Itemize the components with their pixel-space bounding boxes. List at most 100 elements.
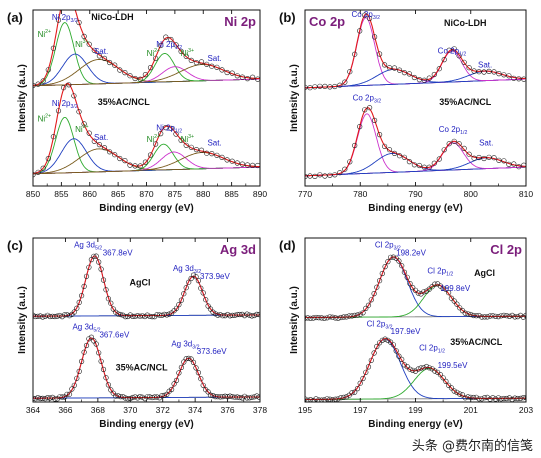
data-point	[50, 45, 57, 51]
data-point	[407, 281, 413, 287]
data-point	[382, 62, 388, 68]
data-point	[335, 315, 341, 321]
plot-frame	[304, 237, 527, 403]
x-tick-label: 203	[519, 405, 533, 415]
annotation-label: 35%AC/NCL	[450, 337, 503, 347]
data-point	[78, 293, 85, 299]
data-point	[227, 393, 233, 399]
data-point	[319, 397, 325, 402]
data-point	[198, 285, 204, 291]
data-point	[479, 396, 485, 402]
data-point	[127, 73, 133, 79]
x-tick-label: 195	[298, 405, 312, 415]
data-point	[457, 391, 463, 397]
data-point	[45, 67, 51, 73]
data-point	[173, 42, 179, 48]
data-point	[96, 142, 102, 148]
data-point	[451, 46, 457, 52]
data-point	[404, 274, 410, 280]
data-point	[396, 67, 403, 73]
data-point	[86, 41, 92, 47]
series-agcl	[305, 254, 526, 321]
data-point	[495, 395, 502, 401]
data-point	[81, 33, 87, 40]
data-point	[337, 82, 343, 88]
data-point	[222, 313, 228, 319]
data-point	[81, 349, 87, 355]
data-point	[322, 173, 328, 179]
data-point	[461, 145, 467, 151]
data-point	[122, 314, 128, 320]
data-point	[357, 380, 363, 386]
data-point	[207, 306, 214, 312]
data-point	[169, 386, 175, 393]
data-point	[204, 61, 210, 67]
data-point	[244, 395, 250, 401]
data-point	[498, 396, 504, 402]
data-point	[317, 172, 323, 178]
annotation-label: 35%AC/NCL	[98, 97, 151, 107]
data-point	[321, 315, 327, 321]
x-tick-label: 810	[519, 189, 533, 199]
annotation-label: Ni2+	[38, 114, 51, 124]
data-point	[76, 368, 82, 375]
x-tick-label: 201	[464, 405, 478, 415]
data-point	[448, 295, 455, 301]
data-point	[147, 313, 153, 319]
x-tick-label: 855	[54, 189, 68, 199]
data-point	[441, 147, 447, 153]
annotation-label: 35%AC/NCL	[439, 97, 492, 107]
data-point	[486, 154, 492, 160]
annotation-label: Ni2+	[38, 29, 51, 39]
data-point	[310, 397, 316, 402]
data-point	[144, 312, 150, 318]
data-point	[40, 395, 46, 402]
data-point	[142, 159, 148, 165]
data-point	[362, 107, 368, 113]
data-point	[132, 75, 138, 82]
data-point	[496, 70, 502, 77]
data-point	[406, 159, 413, 165]
data-point	[456, 53, 462, 59]
data-point	[224, 69, 230, 76]
data-point	[307, 315, 314, 321]
data-point	[310, 315, 316, 321]
data-point	[322, 83, 328, 89]
data-point	[313, 314, 319, 321]
data-point	[244, 162, 251, 168]
data-point	[368, 357, 374, 363]
data-point	[72, 3, 77, 8]
data-point	[391, 150, 398, 156]
data-point	[416, 162, 423, 169]
data-point	[446, 47, 452, 53]
y-axis-label: Intensity (a.u.)	[17, 64, 28, 132]
data-point	[459, 392, 466, 398]
data-point	[341, 314, 347, 320]
data-point	[132, 313, 138, 319]
data-point	[55, 108, 62, 114]
data-point	[312, 173, 318, 179]
data-point	[412, 287, 419, 293]
data-point	[401, 69, 408, 76]
annotation-label: 373.9eV	[200, 272, 230, 281]
data-point	[246, 395, 253, 401]
data-point	[352, 142, 358, 149]
data-point	[193, 274, 199, 280]
x-tick-label: 780	[353, 189, 367, 199]
data-point	[446, 290, 452, 296]
annotation-label: Ni 2p1/2	[156, 40, 182, 51]
panel-letter: (b)	[279, 10, 296, 25]
data-point	[55, 17, 62, 23]
data-point	[204, 150, 210, 156]
annotation-label: Sat.	[94, 133, 108, 142]
data-point	[466, 65, 472, 71]
data-point	[506, 313, 513, 320]
annotation-label: Ni2+	[147, 48, 160, 58]
data-point	[122, 158, 128, 164]
data-point	[108, 387, 114, 393]
data-point	[81, 283, 87, 290]
data-point	[446, 382, 452, 388]
data-point	[83, 273, 90, 279]
data-point	[178, 137, 184, 143]
data-point	[137, 394, 143, 400]
